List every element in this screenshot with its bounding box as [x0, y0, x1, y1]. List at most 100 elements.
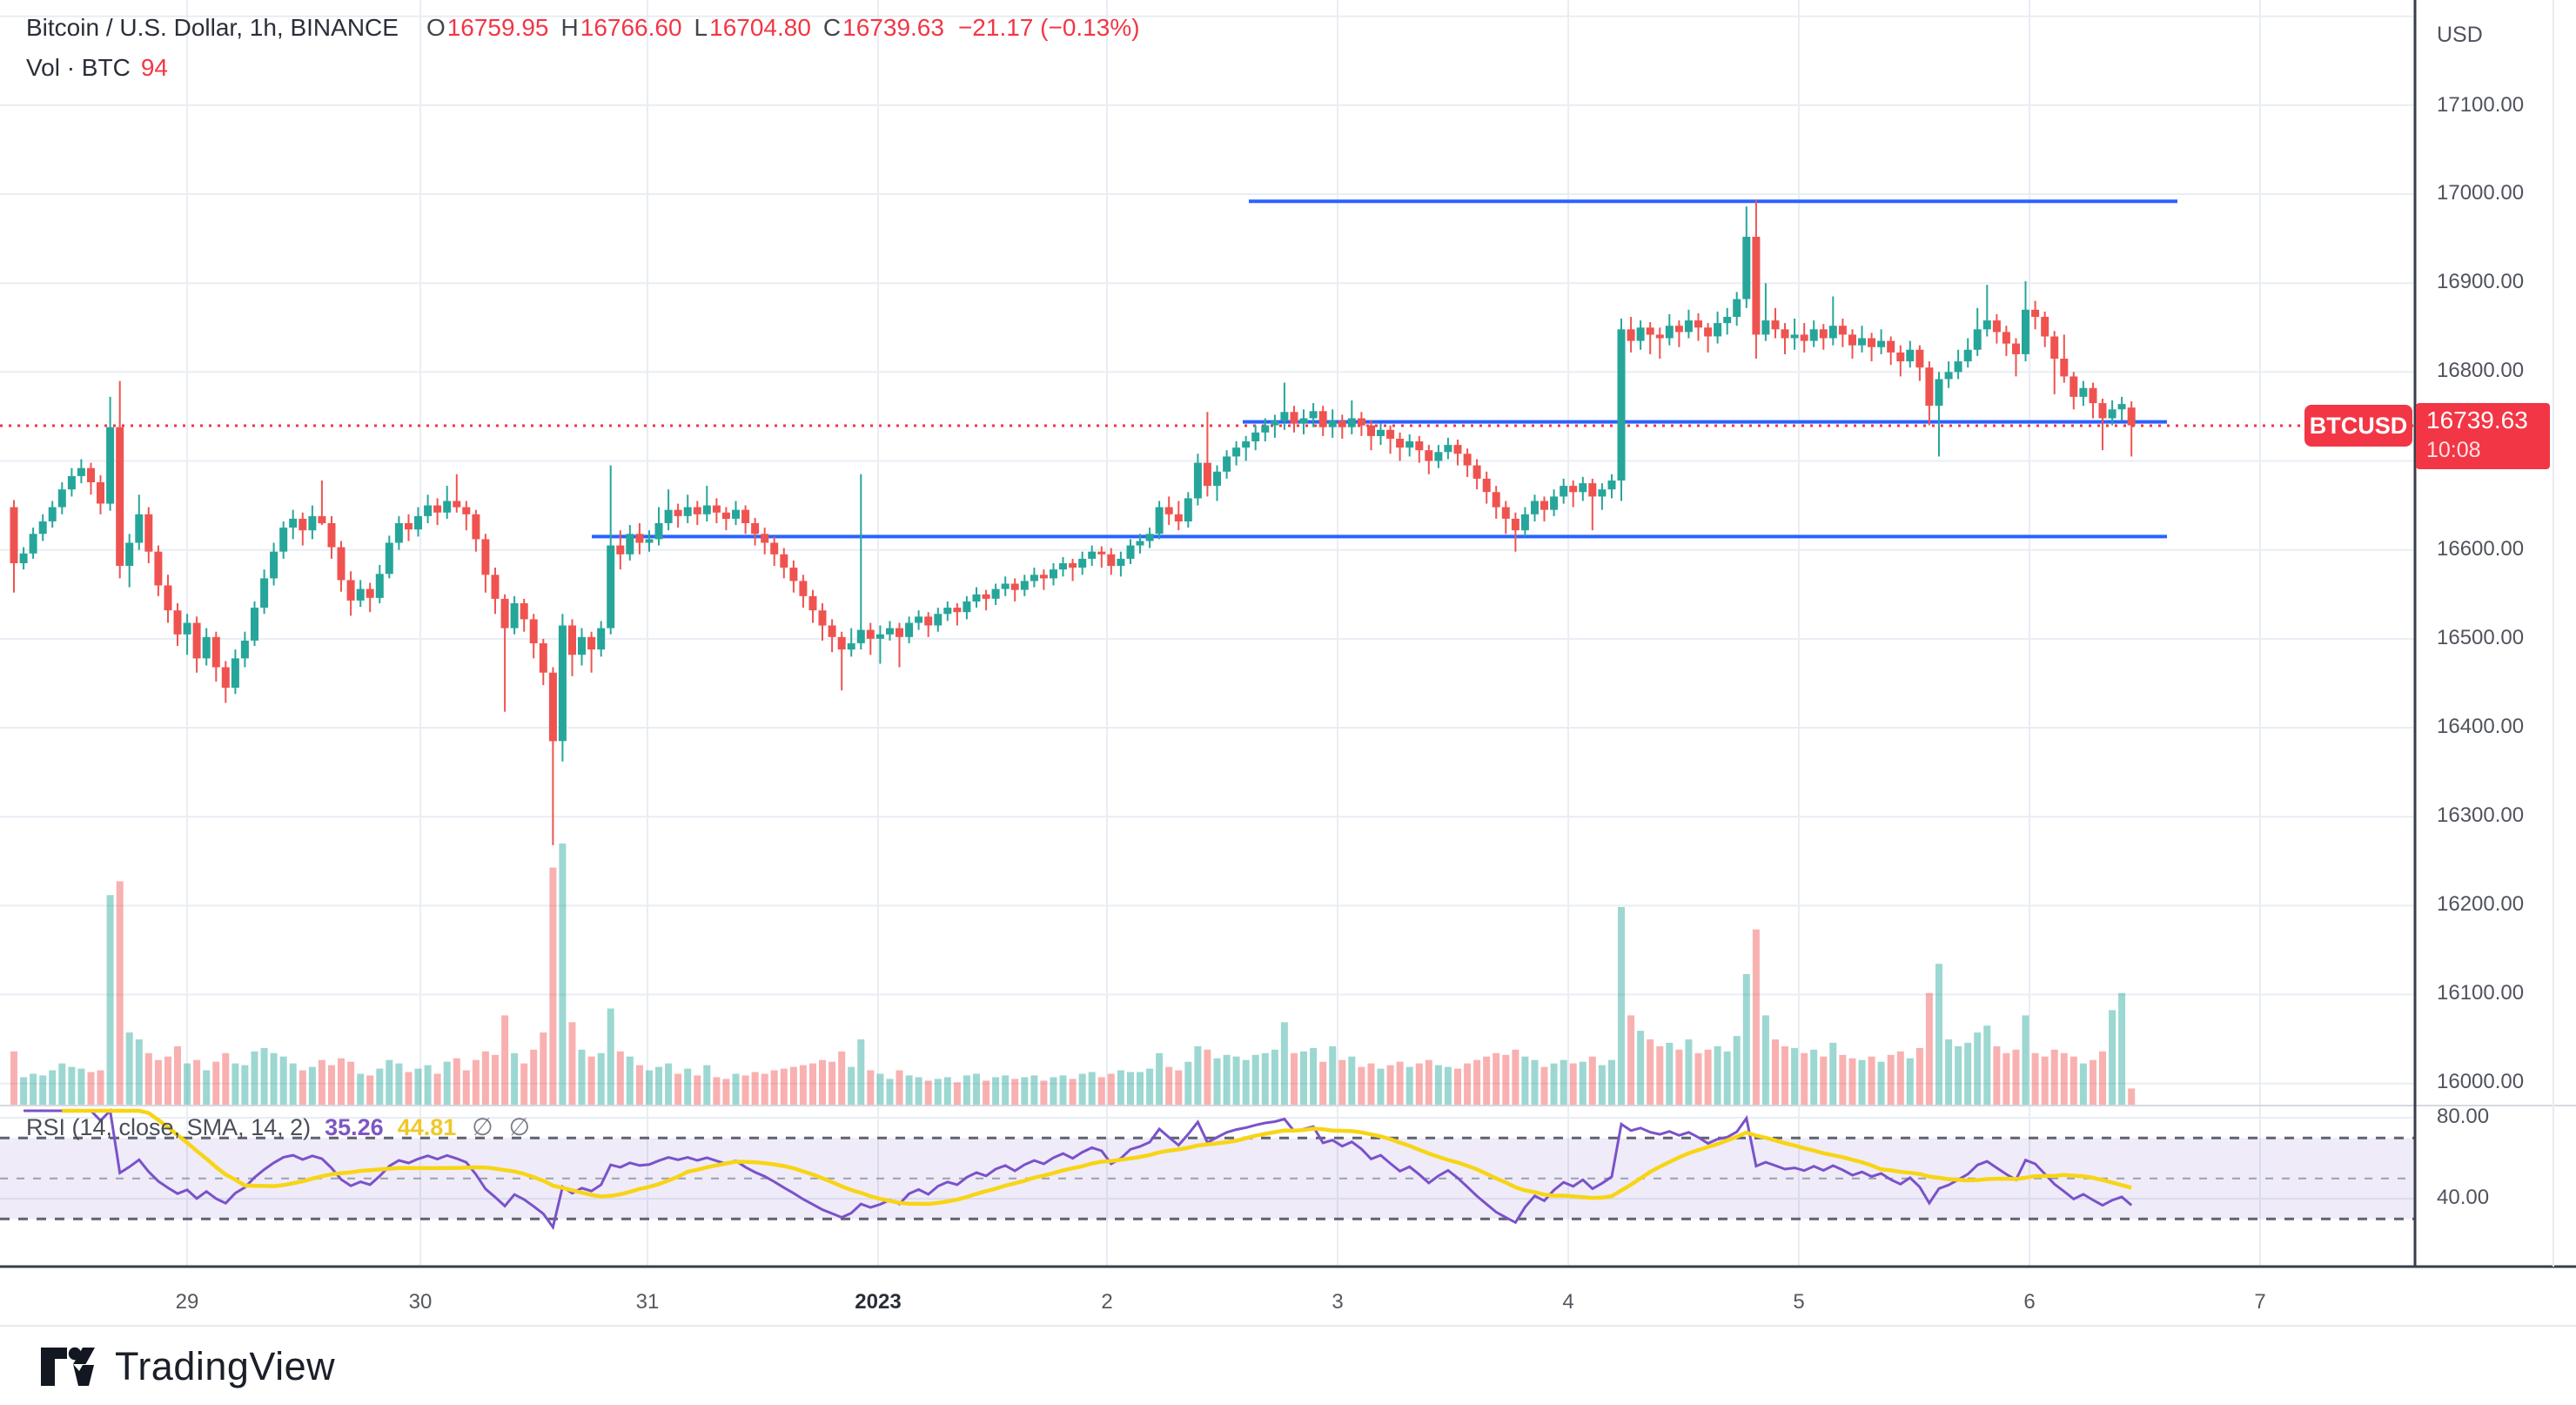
candle-body	[10, 507, 18, 563]
volume-bar	[2012, 1049, 2020, 1105]
candle-body	[414, 515, 422, 530]
volume-bar	[1291, 1052, 1298, 1105]
volume-bar	[260, 1047, 268, 1105]
series-legend[interactable]: Bitcoin / U.S. Dollar, 1h, BINANCE O16759…	[26, 14, 1140, 42]
candle-body	[1646, 327, 1654, 335]
candle-body	[607, 545, 615, 629]
volume-bar	[1444, 1066, 1452, 1105]
volume-bar	[2090, 1059, 2096, 1105]
volume-bar	[1107, 1073, 1115, 1105]
volume-bar	[963, 1075, 970, 1105]
rsi-legend[interactable]: RSI (14, close, SMA, 14, 2) 35.26 44.81 ∅ ∅	[26, 1113, 530, 1141]
rsi-title[interactable]: RSI (14, close, SMA, 14, 2)	[26, 1114, 312, 1140]
volume-bar	[1348, 1056, 1356, 1105]
candle-body	[472, 514, 480, 540]
candle-body	[886, 628, 894, 635]
volume-bar	[1993, 1045, 2001, 1105]
volume-bar	[231, 1063, 239, 1105]
volume-bar	[896, 1070, 903, 1105]
candle-body	[847, 643, 855, 650]
volume-bar	[1156, 1052, 1164, 1105]
candle-body	[1935, 379, 1943, 407]
candle-body	[1511, 518, 1519, 531]
volume-bar	[674, 1073, 682, 1105]
candle-body	[654, 523, 663, 540]
volume-bar	[1377, 1068, 1385, 1105]
price-tick: 16100.00	[2437, 981, 2525, 1005]
price-tick: 16000.00	[2437, 1070, 2525, 1093]
volume-bar	[328, 1065, 335, 1105]
volume-bar	[1772, 1039, 1779, 1105]
candle-body	[1396, 439, 1405, 448]
candle-body	[1357, 418, 1365, 426]
symbol-title[interactable]: Bitcoin / U.S. Dollar, 1h, BINANCE	[26, 14, 399, 41]
candle-body	[1290, 412, 1298, 424]
volume-bar	[703, 1065, 711, 1105]
candle-body	[251, 608, 258, 641]
candle-body	[1560, 486, 1568, 497]
volume-bar	[1165, 1066, 1173, 1105]
candle-body	[1107, 554, 1116, 567]
candle-body	[1896, 352, 1905, 362]
ohlc-value: 16766.60	[580, 14, 682, 41]
volume-bar	[1829, 1042, 1837, 1105]
candle-body	[1242, 441, 1251, 448]
candle-body	[780, 554, 788, 568]
volume-bar	[857, 1039, 865, 1105]
candle-body	[1164, 507, 1173, 514]
candle-body	[144, 514, 153, 552]
volume-bar	[87, 1072, 95, 1105]
volume-bar	[1588, 1056, 1596, 1105]
volume-bar	[607, 1008, 614, 1105]
volume-bar	[655, 1066, 662, 1105]
candle-body	[1868, 338, 1876, 347]
volume-bar	[106, 895, 114, 1105]
candle-body	[1540, 501, 1548, 510]
volume-bar	[587, 1056, 595, 1105]
volume-bar	[386, 1059, 393, 1105]
candle-body	[240, 640, 249, 659]
volume-bar	[1868, 1056, 1875, 1105]
candle-body	[1636, 327, 1645, 341]
candle-body	[1761, 320, 1770, 335]
volume-bar	[1011, 1079, 1019, 1105]
volume-bar	[838, 1051, 846, 1105]
candle-body	[674, 509, 682, 516]
candle-body	[1607, 481, 1616, 490]
candle-body	[1954, 361, 1962, 373]
volume-bar	[694, 1075, 701, 1105]
price-tick: 16200.00	[2437, 892, 2525, 916]
volume-bar	[1608, 1059, 1615, 1105]
volume-bar	[1127, 1072, 1134, 1105]
candle-body	[1588, 483, 1597, 497]
volume-legend[interactable]: Vol · BTC 94	[26, 54, 168, 82]
price-tick: 16600.00	[2437, 537, 2525, 561]
volume-bar	[1627, 1015, 1635, 1105]
last-price-time: 10:08	[2426, 438, 2481, 463]
candle-body	[529, 619, 538, 643]
candle-body	[2070, 376, 2078, 397]
volume-bar	[58, 1063, 66, 1105]
price-tick: 40.00	[2437, 1186, 2490, 1209]
volume-bar	[1550, 1063, 1558, 1105]
volume-bar	[665, 1063, 673, 1105]
volume-bar	[1877, 1061, 1885, 1105]
volume-bar	[251, 1051, 258, 1105]
volume-bar	[1733, 1036, 1741, 1105]
time-tick: 2023	[855, 1290, 902, 1314]
time-tick: 30	[408, 1290, 433, 1314]
tradingview-logo[interactable]: TradingView	[40, 1344, 335, 1389]
candle-body	[1453, 445, 1462, 454]
candle-body	[712, 505, 721, 513]
candle-body	[2012, 343, 2020, 354]
ohlc-label: C	[822, 14, 842, 41]
candle-body	[1674, 326, 1683, 333]
volume-bar	[828, 1061, 836, 1105]
volume-bar	[1300, 1051, 1307, 1105]
candle-body	[761, 534, 769, 543]
candle-body	[953, 608, 962, 613]
candle-body	[1482, 478, 1491, 493]
volume-bar	[1560, 1059, 1567, 1105]
volume-bar	[1906, 1058, 1914, 1105]
